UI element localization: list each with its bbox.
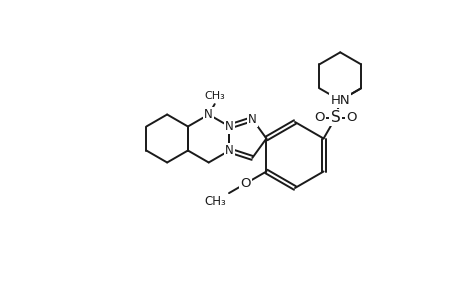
Text: CH₃: CH₃ — [204, 91, 224, 101]
Text: N: N — [224, 120, 233, 133]
Text: O: O — [240, 177, 250, 190]
Text: N: N — [204, 108, 213, 121]
Text: CH₃: CH₃ — [204, 195, 225, 208]
Text: O: O — [314, 111, 325, 124]
Text: HN: HN — [330, 94, 349, 107]
Text: N: N — [224, 144, 233, 157]
Text: N: N — [224, 120, 233, 133]
Text: N: N — [247, 112, 256, 126]
Text: S: S — [330, 110, 340, 125]
Text: O: O — [345, 111, 356, 124]
